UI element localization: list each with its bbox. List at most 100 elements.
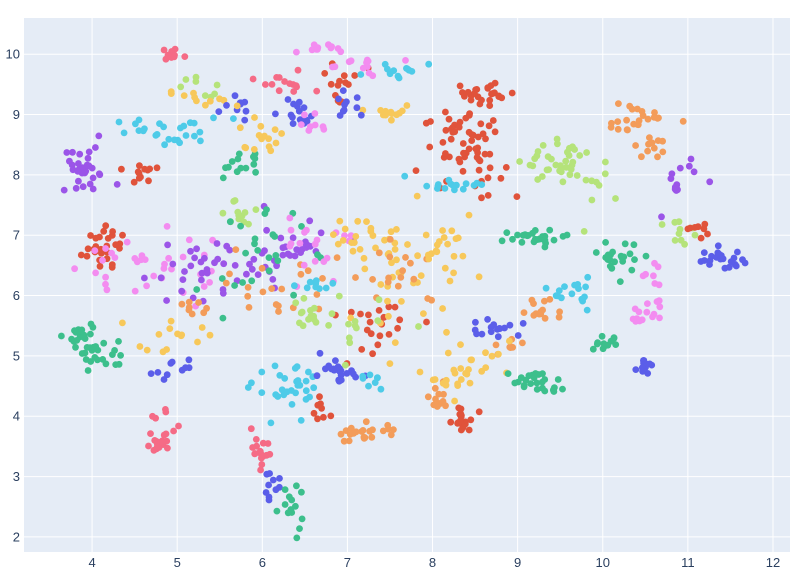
scatter-point: [241, 116, 249, 124]
scatter-point: [390, 426, 397, 433]
scatter-point: [611, 258, 618, 266]
scatter-point: [77, 251, 85, 259]
x-tick-label: 9: [514, 555, 521, 570]
scatter-point: [182, 76, 190, 83]
scatter-point: [233, 102, 241, 110]
scatter-point: [475, 408, 483, 416]
scatter-point: [623, 126, 631, 134]
scatter-point: [517, 374, 525, 381]
scatter-point: [644, 300, 651, 307]
x-tick-label: 6: [259, 555, 266, 570]
scatter-point: [313, 87, 321, 95]
scatter-point: [113, 181, 121, 188]
scatter-point: [346, 339, 354, 347]
y-tick-label: 3: [13, 469, 20, 484]
scatter-point: [261, 210, 269, 218]
x-tick-label: 8: [429, 555, 436, 570]
scatter-point: [360, 435, 368, 442]
scatter-point: [102, 245, 109, 252]
scatter-point: [317, 400, 324, 408]
y-tick-label: 8: [13, 167, 20, 182]
scatter-point: [474, 133, 482, 141]
scatter-point: [152, 132, 160, 139]
scatter-point: [407, 259, 414, 267]
scatter-point: [366, 371, 374, 379]
scatter-point: [633, 315, 641, 323]
scatter-point: [243, 270, 250, 278]
scatter-point: [194, 338, 201, 346]
scatter-point: [706, 261, 713, 268]
scatter-point: [394, 282, 402, 290]
scatter-point: [655, 281, 663, 289]
scatter-point: [91, 247, 99, 255]
scatter-point: [143, 346, 151, 354]
scatter-point: [584, 273, 592, 281]
scatter-point: [453, 181, 460, 189]
scatter-point: [508, 343, 515, 351]
scatter-point: [612, 195, 619, 202]
scatter-point: [287, 226, 295, 234]
scatter-point: [181, 53, 189, 60]
x-tick-label: 7: [344, 555, 351, 570]
scatter-point: [444, 240, 451, 248]
scatter-point: [222, 279, 230, 287]
scatter-point: [608, 264, 616, 272]
scatter-point: [654, 115, 661, 122]
x-tick-label: 10: [596, 555, 610, 570]
scatter-point: [255, 132, 263, 139]
scatter-point: [111, 254, 119, 261]
scatter-point: [191, 94, 199, 101]
scatter-point: [583, 306, 591, 314]
scatter-point: [305, 127, 313, 134]
scatter-point: [202, 101, 209, 109]
scatter-point: [226, 270, 233, 278]
scatter-point: [632, 142, 639, 149]
scatter-point: [180, 122, 188, 130]
x-tick-label: 5: [174, 555, 181, 570]
scatter-point: [582, 283, 589, 291]
scatter-point: [165, 254, 173, 262]
scatter-point: [247, 425, 255, 433]
scatter-point: [155, 331, 163, 338]
scatter-point: [295, 98, 303, 106]
scatter-point: [457, 405, 465, 413]
scatter-point: [679, 117, 687, 125]
scatter-point: [484, 192, 492, 199]
scatter-point: [177, 83, 185, 91]
scatter-point: [533, 152, 541, 160]
scatter-point: [550, 388, 558, 395]
scatter-point: [725, 263, 733, 271]
scatter-point: [87, 330, 94, 338]
scatter-point: [102, 222, 110, 230]
scatter-point: [668, 170, 676, 178]
scatter-point: [135, 174, 143, 182]
y-tick-label: 4: [13, 409, 20, 424]
x-tick-label: 12: [766, 555, 780, 570]
scatter-point: [223, 242, 231, 250]
scatter-point: [671, 183, 679, 191]
scatter-point: [310, 384, 318, 392]
scatter-point: [327, 44, 335, 52]
scatter-point: [163, 371, 171, 379]
scatter-point: [292, 299, 300, 307]
scatter-point: [305, 368, 312, 376]
scatter-point: [304, 267, 312, 275]
scatter-point: [211, 90, 219, 98]
scatter-point: [286, 242, 294, 250]
scatter-point: [601, 170, 609, 178]
scatter-point: [489, 90, 496, 97]
scatter-point: [82, 356, 90, 363]
scatter-point: [333, 254, 341, 261]
scatter-point: [614, 118, 622, 125]
scatter-point: [341, 101, 348, 109]
scatter-point: [286, 252, 294, 259]
scatter-point: [588, 196, 596, 204]
scatter-point: [439, 398, 447, 405]
scatter-point: [459, 140, 467, 147]
scatter-point: [398, 298, 405, 305]
scatter-point: [100, 339, 108, 347]
scatter-point: [386, 236, 394, 243]
scatter-point: [274, 393, 282, 400]
scatter-point: [638, 316, 646, 324]
scatter-point: [254, 271, 262, 278]
